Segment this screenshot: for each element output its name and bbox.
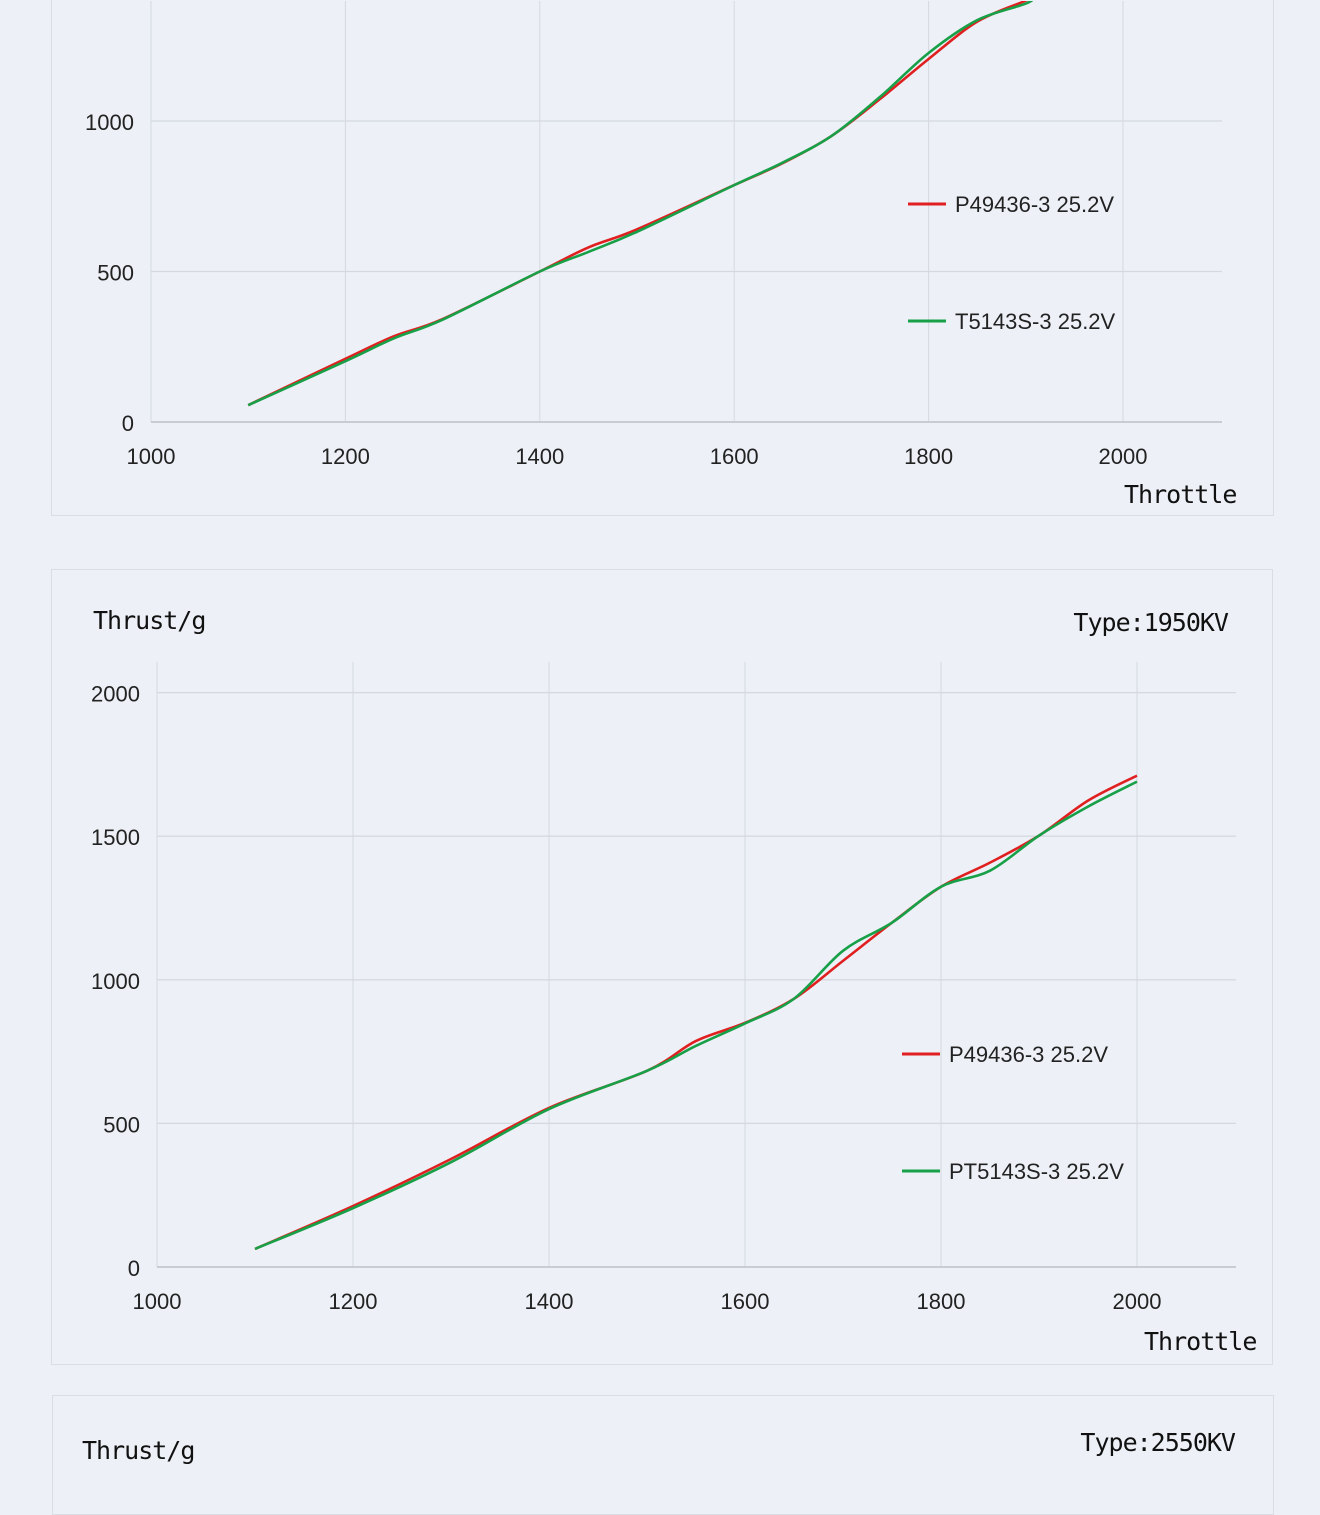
x-tick-label: 1000 bbox=[133, 1289, 182, 1314]
x-tick-label: 1600 bbox=[721, 1289, 770, 1314]
x-tick-label: 1800 bbox=[904, 444, 953, 469]
chart-type-title: Type:1950KV bbox=[1073, 608, 1229, 637]
chart-panel-2: Thrust/g Type:1950KV 1000 1200 1400 1600 180… bbox=[51, 569, 1273, 1365]
legend-label: P49436-3 25.2V bbox=[955, 192, 1114, 217]
x-tick-label: 1800 bbox=[917, 1289, 966, 1314]
x-tick-label: 2000 bbox=[1099, 444, 1148, 469]
x-tick-label: 1200 bbox=[321, 444, 370, 469]
y-tick-label: 1000 bbox=[85, 110, 134, 135]
y-tick-label: 1000 bbox=[91, 969, 140, 994]
chart-panel-3: Thrust/g Type:2550KV bbox=[52, 1395, 1274, 1515]
y-tick-label: 0 bbox=[128, 1256, 140, 1281]
x-axis-title: Throttle bbox=[1124, 480, 1236, 509]
y-tick-label: 500 bbox=[103, 1112, 140, 1137]
legend-label: T5143S-3 25.2V bbox=[955, 309, 1116, 334]
x-tick-label: 2000 bbox=[1113, 1289, 1162, 1314]
x-tick-label: 1400 bbox=[525, 1289, 574, 1314]
series-line-2 bbox=[247, 1, 1034, 407]
plot-area bbox=[150, 1, 1222, 423]
y-tick-label: 1500 bbox=[91, 825, 140, 850]
plot-area bbox=[156, 662, 1236, 1268]
x-tick-label: 1200 bbox=[329, 1289, 378, 1314]
chart-2-plot: 1000 1200 1400 1600 1800 2000 0 500 1000 1500 2000… bbox=[91, 662, 1257, 1356]
x-tick-label: 1400 bbox=[515, 444, 564, 469]
y-axis-title: Thrust/g bbox=[93, 606, 206, 635]
chart-panel-1: 1000 1200 1400 1600 1800 2000 0 500 1000 P49436-3… bbox=[51, 0, 1274, 516]
chart-1-plot: 1000 1200 1400 1600 1800 2000 0 500 1000 P49436-3… bbox=[85, 1, 1237, 509]
y-tick-label: 500 bbox=[97, 261, 134, 286]
legend-label: PT5143S-3 25.2V bbox=[949, 1159, 1124, 1184]
chart-type-title: Type:2550KV bbox=[1080, 1428, 1236, 1457]
y-tick-label: 2000 bbox=[91, 682, 140, 707]
x-tick-label: 1000 bbox=[127, 444, 176, 469]
x-axis-title: Throttle bbox=[1144, 1327, 1256, 1356]
y-tick-label: 0 bbox=[122, 411, 134, 436]
x-tick-label: 1600 bbox=[710, 444, 759, 469]
y-axis-title: Thrust/g bbox=[82, 1436, 195, 1465]
series-line-2 bbox=[254, 780, 1138, 1251]
legend-label: P49436-3 25.2V bbox=[949, 1042, 1108, 1067]
